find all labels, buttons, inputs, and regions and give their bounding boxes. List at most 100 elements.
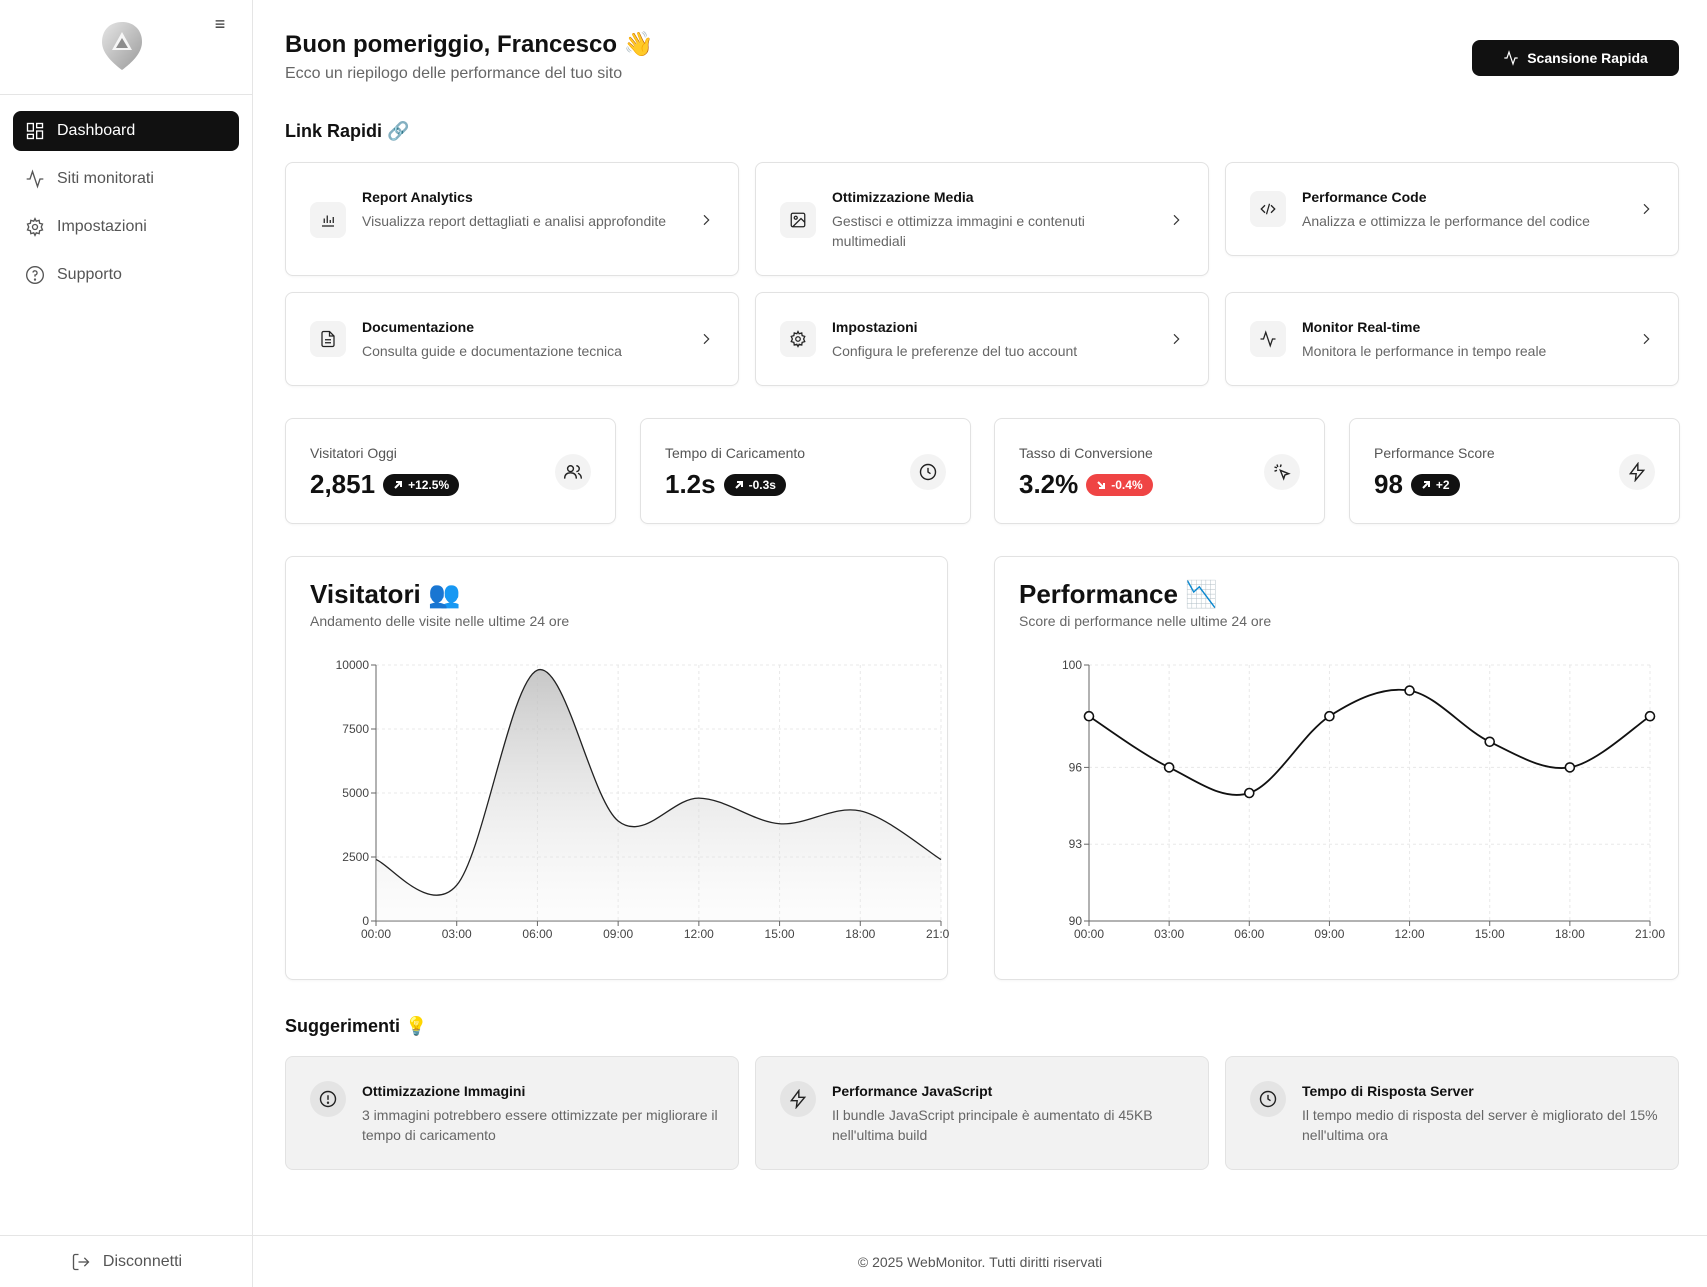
- data-point: [1564, 762, 1576, 773]
- bar-chart-icon: [310, 202, 346, 238]
- stat-label: Visitatori Oggi: [310, 445, 397, 461]
- quick-link-documentazione[interactable]: Documentazione Consulta guide e documenta…: [285, 292, 739, 386]
- y-tick-label: 93: [1069, 837, 1083, 851]
- y-tick-label: 7500: [342, 722, 369, 736]
- series-line: [1088, 688, 1651, 796]
- x-tick-label: 12:00: [1395, 927, 1425, 941]
- quick-link-monitor-realtime[interactable]: Monitor Real-time Monitora le performance…: [1225, 292, 1679, 386]
- clock-icon: [910, 454, 946, 490]
- chevron-right-icon: [1643, 333, 1650, 345]
- alert-circle-icon: [310, 1081, 346, 1117]
- visitors-chart-card: Visitatori 👥 Andamento delle visite nell…: [285, 556, 949, 980]
- gear-icon: [26, 217, 44, 237]
- suggestions-title: Suggerimenti 💡: [285, 1016, 428, 1036]
- x-tick-label: 03:00: [442, 927, 472, 941]
- y-tick-label: 2500: [342, 850, 369, 864]
- y-tick-label: 0: [362, 914, 369, 928]
- suggestion-card: Performance JavaScript Il bundle JavaScri…: [755, 1056, 1209, 1170]
- sidebar-item-label: Dashboard: [57, 122, 136, 139]
- sidebar-item-label: Supporto: [57, 266, 122, 283]
- quick-link-title: Monitor Real-time: [1302, 319, 1421, 335]
- quick-link-performance-code[interactable]: Performance Code Analizza e ottimizza le …: [1225, 162, 1679, 256]
- sidebar-item-siti-monitorati[interactable]: Siti monitorati: [13, 159, 239, 199]
- chart-title: Visitatori 👥: [310, 579, 461, 609]
- activity-icon: [1250, 321, 1286, 357]
- data-point: [1083, 710, 1095, 722]
- x-tick-label: 18:00: [845, 927, 875, 941]
- quick-link-impostazioni[interactable]: Impostazioni Configura le preferenze del …: [755, 292, 1209, 386]
- suggestion-card: Ottimizzazione Immagini 3 immagini potreb…: [285, 1056, 739, 1170]
- data-point: [1484, 736, 1496, 748]
- arrow-up-right-icon: [394, 480, 403, 489]
- x-tick-label: 09:00: [1314, 927, 1344, 941]
- quick-link-desc: Monitora le performance in tempo reale: [1302, 343, 1547, 359]
- visitors-chart: 0 2500 5000 7500 10000 00:00 03:00 06:00 09:00 12…: [336, 658, 949, 941]
- quick-link-report-analytics[interactable]: Report Analytics Visualizza report dettag…: [285, 162, 739, 276]
- lightning-icon: [780, 1081, 816, 1117]
- y-tick-label: 96: [1069, 760, 1083, 774]
- x-tick-label: 21:00: [1635, 927, 1665, 941]
- quick-link-desc: Analizza e ottimizza le performance del …: [1302, 213, 1590, 229]
- activity-icon: [1504, 50, 1518, 66]
- page-footer: © 2025 WebMonitor. Tutti diritti riserva…: [253, 1235, 1707, 1287]
- suggestion-desc: Il bundle JavaScript principale è aument…: [832, 1107, 1153, 1143]
- logo-icon: [102, 22, 142, 70]
- quick-link-desc: Consulta guide e documentazione tecnica: [362, 343, 622, 359]
- quick-link-title: Report Analytics: [362, 189, 473, 205]
- gear-icon: [780, 321, 816, 357]
- suggestion-title: Performance JavaScript: [832, 1083, 993, 1099]
- x-tick-label: 06:00: [1234, 927, 1264, 941]
- x-tick-label: 09:00: [603, 927, 633, 941]
- quick-link-title: Documentazione: [362, 319, 475, 335]
- data-point: [1243, 787, 1255, 799]
- chart-subtitle: Andamento delle visite nelle ultime 24 o…: [310, 613, 570, 629]
- quick-link-desc: Gestisci e ottimizza immagini e contenut…: [832, 213, 1085, 249]
- stat-value: 1.2s: [665, 469, 716, 499]
- stat-label: Tempo di Caricamento: [665, 445, 806, 461]
- help-circle-icon: [26, 266, 44, 284]
- quick-links-title: Link Rapidi 🔗: [285, 121, 410, 141]
- page-title: Buon pomeriggio, Francesco 👋: [285, 31, 654, 58]
- data-point: [1644, 710, 1656, 722]
- quick-scan-button[interactable]: Scansione Rapida: [1472, 40, 1679, 76]
- x-tick-label: 18:00: [1555, 927, 1585, 941]
- x-tick-label: 15:00: [765, 927, 795, 941]
- data-point: [1163, 762, 1175, 773]
- arrow-up-right-icon: [734, 480, 743, 489]
- stat-card-tasso-conversione: Tasso di Conversione 3.2% -0.4%: [994, 418, 1325, 524]
- logo-area: ≡: [0, 0, 252, 95]
- stat-change-badge: -0.3s: [723, 473, 786, 496]
- logout-icon: [72, 1253, 90, 1270]
- stat-value: 98: [1374, 469, 1403, 499]
- chevron-right-icon: [703, 214, 710, 226]
- y-tick-label: 100: [1062, 658, 1082, 672]
- x-tick-label: 03:00: [1154, 927, 1184, 941]
- quick-link-desc: Configura le preferenze del tuo account: [832, 343, 1078, 359]
- sidebar-nav: Dashboard Siti monitorati Impostazioni S…: [0, 95, 252, 319]
- suggestion-title: Ottimizzazione Immagini: [362, 1083, 526, 1099]
- series-line: [375, 669, 942, 896]
- suggestion-desc: Il tempo medio di risposta del server è …: [1302, 1107, 1658, 1143]
- stat-card-visitatori: Visitatori Oggi 2,851 +12.5%: [285, 418, 616, 524]
- chevron-right-icon: [1173, 333, 1180, 345]
- suggestion-desc: 3 immagini potrebbero essere ottimizzate…: [362, 1107, 718, 1143]
- sidebar-item-dashboard[interactable]: Dashboard: [13, 111, 239, 151]
- quick-link-title: Impostazioni: [832, 319, 918, 335]
- clock-icon: [1250, 1081, 1286, 1117]
- page-subtitle: Ecco un riepilogo delle performance del …: [285, 65, 623, 82]
- y-tick-label: 5000: [342, 786, 369, 800]
- sidebar-item-impostazioni[interactable]: Impostazioni: [13, 207, 239, 247]
- x-tick-label: 00:00: [1074, 927, 1104, 941]
- quick-link-ottimizzazione-media[interactable]: Ottimizzazione Media Gestisci e ottimizza…: [755, 162, 1209, 276]
- chevron-right-icon: [703, 333, 710, 345]
- logout-label: Disconnetti: [102, 1252, 183, 1270]
- sidebar-item-supporto[interactable]: Supporto: [13, 255, 239, 295]
- document-icon: [310, 321, 346, 357]
- x-tick-label: 12:00: [684, 927, 714, 941]
- copyright-text: © 2025 WebMonitor. Tutti diritti riserva…: [857, 1253, 1103, 1270]
- stat-value: 3.2%: [1019, 469, 1079, 499]
- performance-chart: 90 93 96 100 00:00 03:00 06:00 09:00 12:00 15:00 1…: [1062, 658, 1665, 941]
- code-icon: [1250, 191, 1286, 227]
- menu-toggle-icon[interactable]: ≡: [214, 14, 226, 34]
- logout-button[interactable]: Disconnetti: [0, 1235, 253, 1287]
